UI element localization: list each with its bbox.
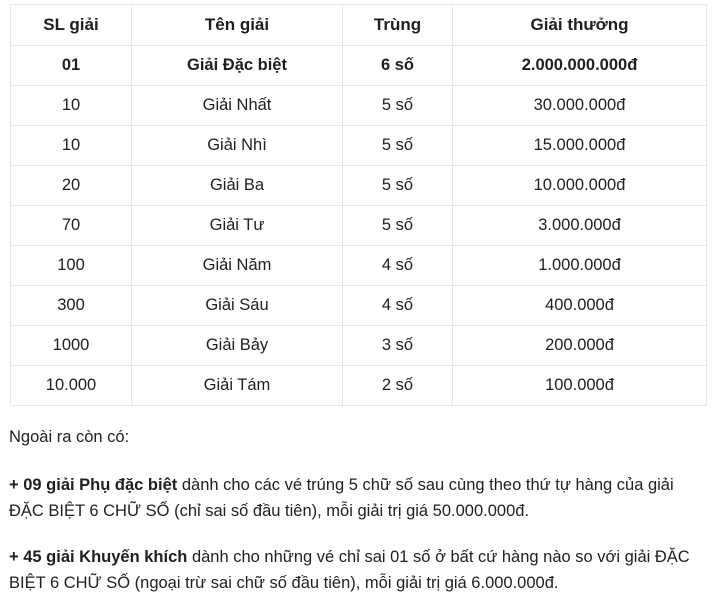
table-row: 10 Giải Nhì 5 số 15.000.000đ	[10, 125, 707, 166]
table-row: 20 Giải Ba 5 số 10.000.000đ	[10, 165, 707, 206]
table-row: 100 Giải Năm 4 số 1.000.000đ	[10, 245, 707, 286]
cell-match: 5 số	[342, 85, 453, 126]
cell-count: 1000	[10, 325, 132, 366]
table-row: 70 Giải Tư 5 số 3.000.000đ	[10, 205, 707, 246]
table-row: 1000 Giải Bảy 3 số 200.000đ	[10, 325, 707, 366]
note-consolation-prize-label: + 45 giải Khuyến khích	[9, 548, 188, 566]
cell-amount: 2.000.000.000đ	[452, 45, 707, 86]
additional-prizes-notes: Ngoài ra còn có: + 09 giải Phụ đặc biệt …	[9, 424, 709, 596]
table-row: 10 Giải Nhất 5 số 30.000.000đ	[10, 85, 707, 126]
cell-amount: 3.000.000đ	[452, 205, 707, 246]
cell-count: 10	[10, 125, 132, 166]
column-header-prize-amount: Giải thưởng	[452, 4, 707, 46]
cell-match: 2 số	[342, 365, 453, 406]
cell-name: Giải Đặc biệt	[131, 45, 343, 86]
note-sub-special-prize-text: dành cho các vé trúng 5 chữ số sau cùng …	[9, 476, 674, 520]
cell-amount: 15.000.000đ	[452, 125, 707, 166]
prize-table-container: SL giải Tên giải Trùng Giải thưởng 01 Giả…	[10, 4, 707, 406]
cell-name: Giải Sáu	[131, 285, 343, 326]
cell-count: 20	[10, 165, 132, 206]
cell-match: 4 số	[342, 285, 453, 326]
table-body: 01 Giải Đặc biệt 6 số 2.000.000.000đ 10 Giải …	[10, 45, 707, 406]
cell-match: 6 số	[342, 45, 453, 86]
table-row: 300 Giải Sáu 4 số 400.000đ	[10, 285, 707, 326]
cell-count: 70	[10, 205, 132, 246]
cell-name: Giải Năm	[131, 245, 343, 286]
cell-count: 300	[10, 285, 132, 326]
cell-match: 3 số	[342, 325, 453, 366]
cell-amount: 10.000.000đ	[452, 165, 707, 206]
prize-structure-table: SL giải Tên giải Trùng Giải thưởng 01 Giả…	[10, 4, 707, 406]
cell-count: 10.000	[10, 365, 132, 406]
cell-amount: 1.000.000đ	[452, 245, 707, 286]
table-row: 01 Giải Đặc biệt 6 số 2.000.000.000đ	[10, 45, 707, 86]
note-sub-special-prize-label: + 09 giải Phụ đặc biệt	[9, 476, 178, 494]
cell-match: 5 số	[342, 125, 453, 166]
note-consolation-prize-text: dành cho những vé chỉ sai 01 số ở bất cứ…	[9, 548, 690, 592]
table-row: 10.000 Giải Tám 2 số 100.000đ	[10, 365, 707, 406]
cell-match: 5 số	[342, 165, 453, 206]
column-header-prize-count: SL giải	[10, 4, 132, 46]
cell-amount: 30.000.000đ	[452, 85, 707, 126]
cell-match: 5 số	[342, 205, 453, 246]
cell-amount: 200.000đ	[452, 325, 707, 366]
note-sub-special-prize: + 09 giải Phụ đặc biệt dành cho các vé t…	[9, 472, 709, 524]
note-consolation-prize: + 45 giải Khuyến khích dành cho những vé…	[9, 544, 709, 596]
cell-amount: 400.000đ	[452, 285, 707, 326]
cell-count: 10	[10, 85, 132, 126]
column-header-digits-match: Trùng	[342, 4, 453, 46]
cell-name: Giải Nhất	[131, 85, 343, 126]
cell-amount: 100.000đ	[452, 365, 707, 406]
notes-intro-text: Ngoài ra còn có:	[9, 428, 130, 446]
cell-name: Giải Bảy	[131, 325, 343, 366]
table-header-row: SL giải Tên giải Trùng Giải thưởng	[10, 4, 707, 46]
column-header-prize-name: Tên giải	[131, 4, 343, 46]
cell-name: Giải Tư	[131, 205, 343, 246]
cell-name: Giải Nhì	[131, 125, 343, 166]
table-header: SL giải Tên giải Trùng Giải thưởng	[10, 4, 707, 46]
cell-count: 01	[10, 45, 132, 86]
cell-match: 4 số	[342, 245, 453, 286]
cell-name: Giải Tám	[131, 365, 343, 406]
cell-name: Giải Ba	[131, 165, 343, 206]
cell-count: 100	[10, 245, 132, 286]
